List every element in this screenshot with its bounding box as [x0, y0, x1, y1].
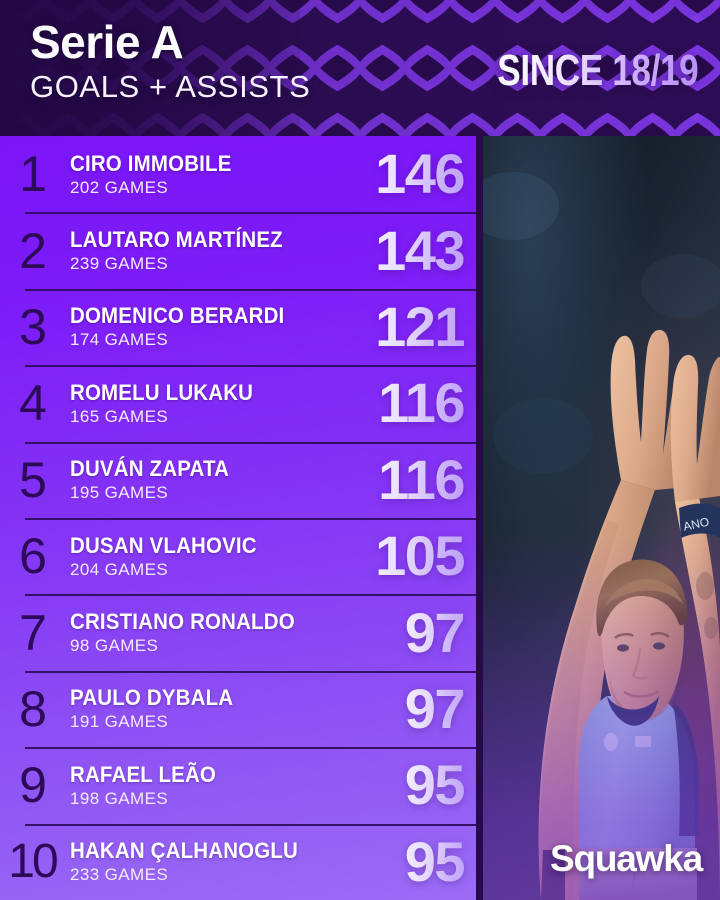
header-left-scrim: [0, 0, 300, 136]
table-row[interactable]: 4 ROMELU LUKAKU 165 GAMES 116: [0, 365, 476, 441]
player-games: 202 GAMES: [70, 177, 169, 197]
player-name: DUVÁN ZAPATA: [70, 456, 230, 482]
player-games: 239 GAMES: [70, 254, 169, 274]
player-games: 233 GAMES: [70, 865, 169, 885]
table-row[interactable]: 1 CIRO IMMOBILE 202 GAMES 146: [0, 136, 476, 212]
player-info: ROMELU LUKAKU 165 GAMES: [66, 380, 378, 427]
rank-number: 6: [19, 528, 47, 585]
table-row[interactable]: 5 DUVÁN ZAPATA 195 GAMES 116: [0, 441, 476, 518]
player-info: DUSAN VLAHOVIC 204 GAMES: [66, 533, 375, 580]
table-row[interactable]: 9 RAFAEL LEÃO 198 GAMES 95: [0, 747, 476, 823]
table-row[interactable]: 10 HAKAN ÇALHANOGLU 233 GAMES 95: [0, 823, 476, 900]
player-name: ROMELU LUKAKU: [70, 379, 254, 405]
player-games: 195 GAMES: [70, 483, 169, 503]
page-title: Serie A: [30, 16, 184, 68]
rank-number: 4: [19, 375, 47, 432]
player-info: PAULO DYBALA 191 GAMES: [66, 685, 405, 732]
player-total: 95: [405, 757, 476, 813]
rank-number: 7: [19, 604, 47, 661]
player-name: CIRO IMMOBILE: [70, 150, 232, 176]
player-info: LAUTARO MARTÍNEZ 239 GAMES: [66, 227, 375, 274]
player-games: 204 GAMES: [70, 559, 169, 579]
player-info: DUVÁN ZAPATA 195 GAMES: [66, 456, 378, 503]
player-total: 146: [375, 146, 476, 202]
player-info: DOMENICO BERARDI 174 GAMES: [66, 303, 375, 350]
ranking-panel: 1 CIRO IMMOBILE 202 GAMES 146 2 LAUTARO MARTÍ…: [0, 136, 476, 900]
rank-number: 3: [19, 298, 47, 355]
player-name: CRISTIANO RONALDO: [70, 609, 295, 635]
player-total: 105: [375, 528, 476, 584]
player-total: 116: [378, 451, 476, 508]
player-total: 97: [405, 680, 476, 737]
player-games: 198 GAMES: [70, 788, 169, 808]
player-total: 95: [405, 833, 476, 890]
rank-number: 5: [19, 451, 47, 508]
since-label: SINCE 18/19: [496, 46, 698, 95]
header-banner: Serie A GOALS + ASSISTS SINCE 18/19: [0, 0, 720, 136]
player-info: CRISTIANO RONALDO 98 GAMES: [66, 609, 405, 656]
player-games: 174 GAMES: [70, 330, 169, 350]
table-row[interactable]: 8 PAULO DYBALA 191 GAMES 97: [0, 670, 476, 747]
player-total: 121: [375, 298, 476, 355]
player-name: HAKAN ÇALHANOGLU: [70, 838, 299, 864]
player-name: DOMENICO BERARDI: [70, 303, 285, 329]
player-games: 98 GAMES: [70, 636, 159, 656]
player-name: LAUTARO MARTÍNEZ: [70, 227, 283, 253]
squawka-logo: Squawka: [550, 838, 703, 879]
player-info: HAKAN ÇALHANOGLU 233 GAMES: [66, 838, 405, 885]
photo-purple-overlay: [483, 136, 720, 900]
player-total: 116: [378, 375, 476, 431]
player-info: CIRO IMMOBILE 202 GAMES: [66, 151, 375, 198]
rank-number: 9: [19, 757, 47, 814]
title-block: Serie A GOALS + ASSISTS: [30, 16, 310, 105]
page-subtitle: GOALS + ASSISTS: [30, 69, 311, 104]
player-games: 165 GAMES: [70, 406, 169, 426]
player-info: RAFAEL LEÃO 198 GAMES: [66, 762, 405, 809]
rank-number: 10: [8, 834, 58, 888]
player-games: 191 GAMES: [70, 712, 169, 732]
player-total: 143: [375, 222, 476, 279]
player-name: RAFAEL LEÃO: [70, 761, 217, 787]
table-row[interactable]: 7 CRISTIANO RONALDO 98 GAMES 97: [0, 594, 476, 670]
player-name: PAULO DYBALA: [70, 685, 234, 711]
table-row[interactable]: 6 DUSAN VLAHOVIC 204 GAMES 105: [0, 517, 476, 594]
rank-number: 1: [19, 146, 47, 203]
rank-number: 2: [19, 222, 47, 279]
rank-number: 8: [19, 680, 47, 737]
player-name: DUSAN VLAHOVIC: [70, 532, 257, 558]
table-row[interactable]: 3 DOMENICO BERARDI 174 GAMES 121: [0, 288, 476, 365]
ranking-list: 1 CIRO IMMOBILE 202 GAMES 146 2 LAUTARO MARTÍ…: [0, 136, 476, 900]
table-row[interactable]: 2 LAUTARO MARTÍNEZ 239 GAMES 143: [0, 212, 476, 288]
player-photo: ANO Squawka: [483, 136, 720, 900]
player-total: 97: [405, 604, 476, 661]
